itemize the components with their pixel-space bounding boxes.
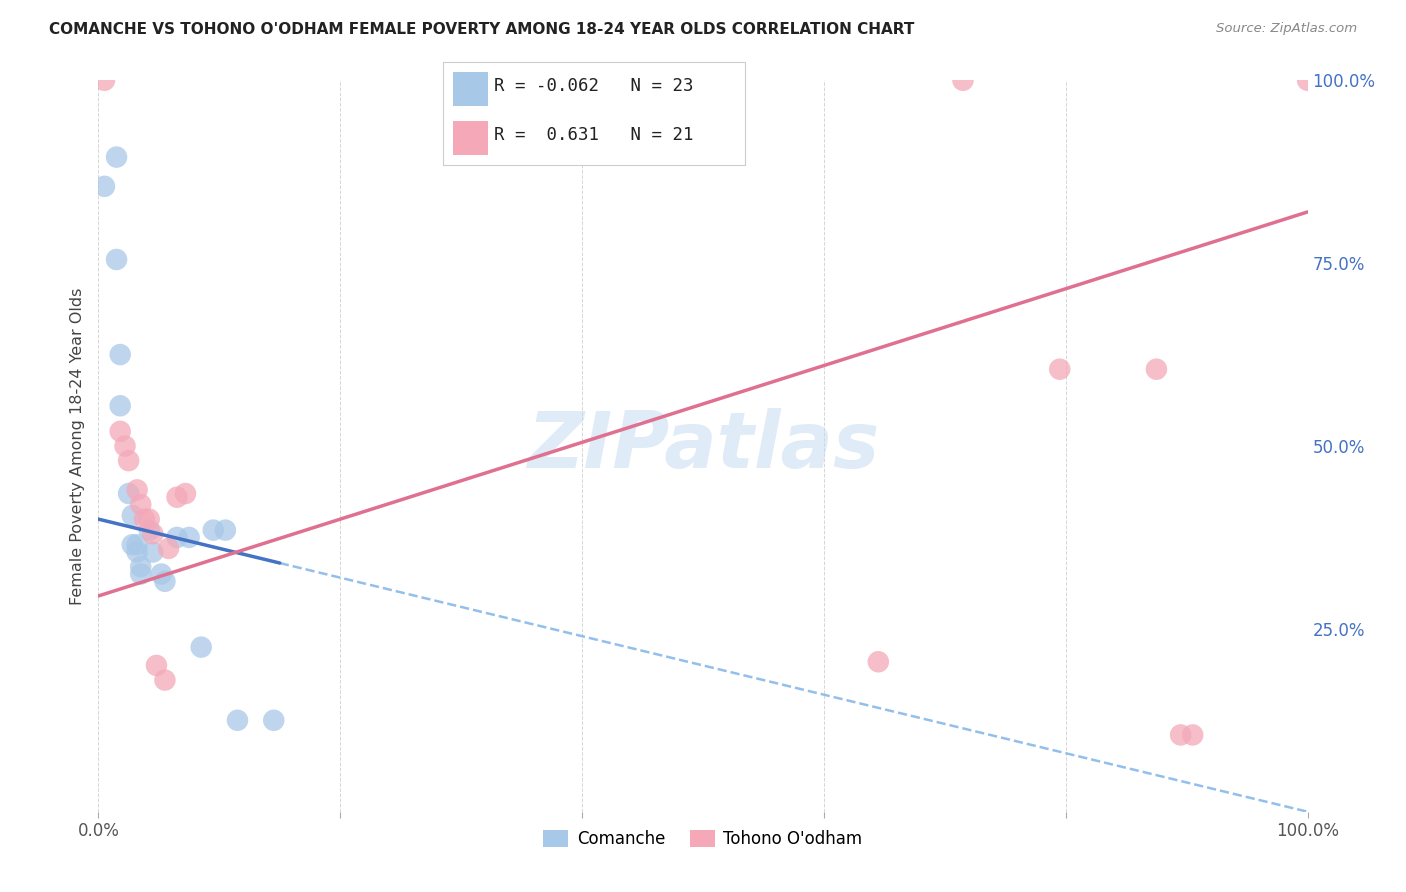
Point	[127, 483, 149, 497]
Point	[190, 640, 212, 655]
Legend: Comanche, Tohono O'odham: Comanche, Tohono O'odham	[537, 823, 869, 855]
Point	[166, 530, 188, 544]
Point	[1170, 728, 1192, 742]
Point	[93, 73, 115, 87]
Text: R = -0.062   N = 23: R = -0.062 N = 23	[494, 77, 693, 95]
Point	[134, 512, 156, 526]
Point	[108, 347, 131, 362]
Y-axis label: Female Poverty Among 18-24 Year Olds: Female Poverty Among 18-24 Year Olds	[69, 287, 84, 605]
Point	[952, 73, 974, 87]
Point	[127, 538, 149, 552]
Point	[157, 541, 180, 556]
Point	[129, 559, 152, 574]
Point	[202, 523, 225, 537]
Text: COMANCHE VS TOHONO O'ODHAM FEMALE POVERTY AMONG 18-24 YEAR OLDS CORRELATION CHAR: COMANCHE VS TOHONO O'ODHAM FEMALE POVERT…	[49, 22, 914, 37]
Point	[138, 512, 160, 526]
Point	[153, 574, 176, 589]
Text: R =  0.631   N = 21: R = 0.631 N = 21	[494, 127, 693, 145]
Point	[129, 498, 152, 512]
Point	[214, 523, 236, 537]
Point	[129, 567, 152, 582]
Point	[118, 486, 141, 500]
Point	[179, 530, 201, 544]
Point	[138, 523, 160, 537]
Point	[114, 439, 136, 453]
Point	[153, 673, 176, 687]
Point	[118, 453, 141, 467]
Point	[105, 252, 128, 267]
Point	[226, 714, 249, 728]
Point	[142, 526, 165, 541]
Point	[1049, 362, 1071, 376]
Point	[150, 567, 173, 582]
Point	[1296, 73, 1319, 87]
Point	[108, 425, 131, 439]
Point	[1181, 728, 1204, 742]
Point	[93, 179, 115, 194]
Point	[108, 399, 131, 413]
Point	[127, 545, 149, 559]
Text: ZIPatlas: ZIPatlas	[527, 408, 879, 484]
Point	[145, 658, 167, 673]
Point	[121, 538, 143, 552]
Point	[121, 508, 143, 523]
Point	[1146, 362, 1168, 376]
Point	[166, 490, 188, 504]
Point	[174, 486, 197, 500]
Point	[868, 655, 890, 669]
Text: Source: ZipAtlas.com: Source: ZipAtlas.com	[1216, 22, 1357, 36]
Point	[142, 545, 165, 559]
Point	[263, 714, 285, 728]
Point	[105, 150, 128, 164]
